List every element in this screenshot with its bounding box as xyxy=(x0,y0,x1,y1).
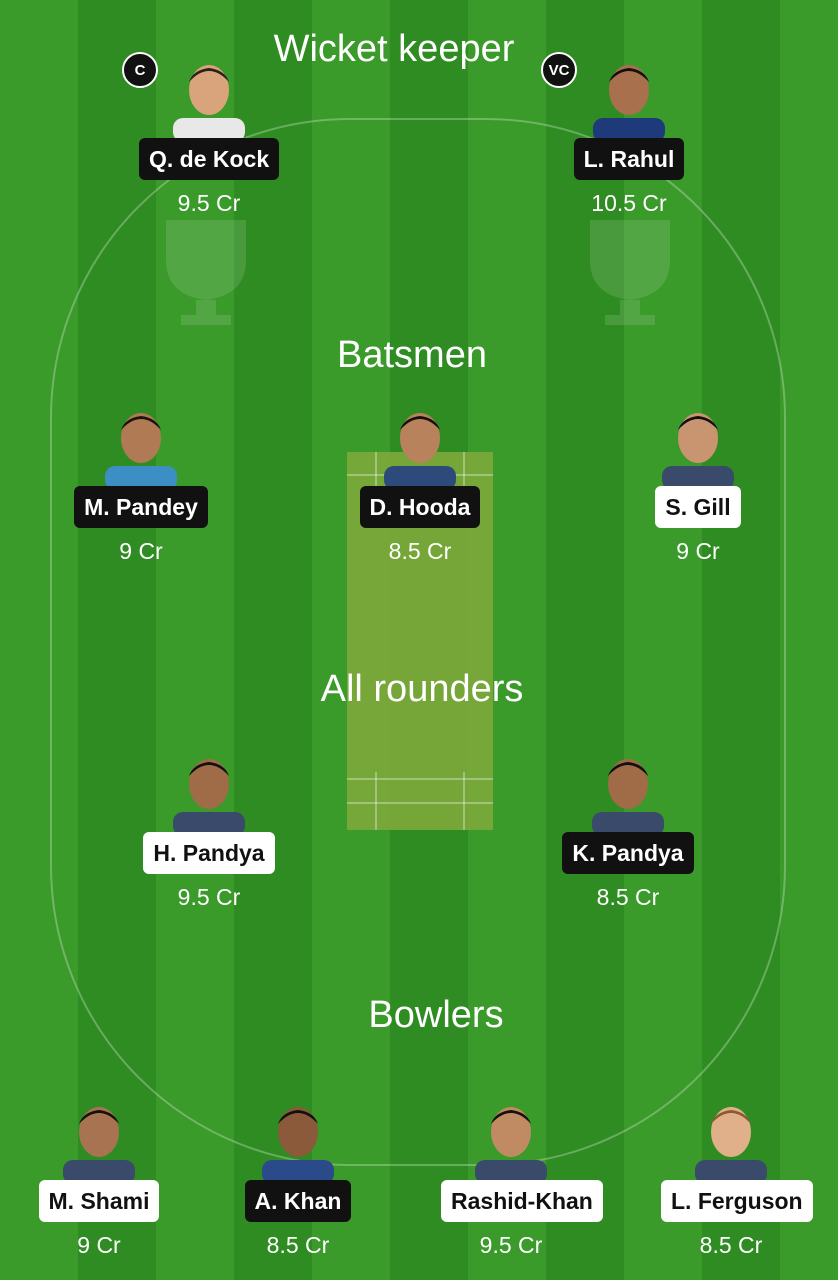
player-avatar xyxy=(588,750,668,836)
player-price: 10.5 Cr xyxy=(591,190,667,216)
player-price: 9.5 Cr xyxy=(177,190,241,216)
player-price: 9.5 Cr xyxy=(177,884,241,910)
captain-badge: C xyxy=(122,52,158,88)
player-card-bowl4[interactable]: L. Ferguson 8.5 Cr xyxy=(661,1098,813,1259)
player-card-ar2[interactable]: K. Pandya 8.5 Cr xyxy=(558,750,698,911)
player-photo-icon xyxy=(475,1107,547,1184)
player-name-tag: K. Pandya xyxy=(562,832,694,874)
player-card-bowl1[interactable]: M. Shami 9 Cr xyxy=(29,1098,169,1259)
player-avatar xyxy=(169,56,249,142)
boundary-oval xyxy=(50,118,786,1166)
player-price: 8.5 Cr xyxy=(596,884,660,910)
player-name-tag: A. Khan xyxy=(244,1180,352,1222)
player-card-wk1[interactable]: Q. de Kock 9.5 Cr xyxy=(139,56,280,217)
player-photo-icon xyxy=(262,1107,334,1184)
player-price: 8.5 Cr xyxy=(388,538,452,564)
player-card-ar1[interactable]: H. Pandya 9.5 Cr xyxy=(139,750,279,911)
player-card-wk2[interactable]: L. Rahul 10.5 Cr xyxy=(559,56,699,217)
player-avatar xyxy=(691,1098,771,1184)
player-name-tag: L. Rahul xyxy=(573,138,685,180)
player-avatar xyxy=(471,1098,551,1184)
player-name-tag: Rashid-Khan xyxy=(441,1180,603,1222)
player-avatar xyxy=(169,750,249,836)
player-name-tag: D. Hooda xyxy=(359,486,481,528)
player-price: 9 Cr xyxy=(119,538,163,564)
player-card-bowl2[interactable]: A. Khan 8.5 Cr xyxy=(228,1098,368,1259)
player-photo-icon xyxy=(662,413,734,490)
player-photo-icon xyxy=(592,759,664,836)
player-price: 8.5 Cr xyxy=(266,1232,330,1258)
player-photo-icon xyxy=(384,413,456,490)
player-photo-icon xyxy=(63,1107,135,1184)
player-avatar xyxy=(59,1098,139,1184)
player-photo-icon xyxy=(173,759,245,836)
player-avatar xyxy=(658,404,738,490)
player-name-tag: M. Pandey xyxy=(74,486,208,528)
player-price: 9 Cr xyxy=(676,538,720,564)
player-name-tag: M. Shami xyxy=(38,1180,160,1222)
player-photo-icon xyxy=(173,65,245,142)
player-avatar xyxy=(589,56,669,142)
player-price: 9.5 Cr xyxy=(479,1232,543,1258)
player-name-tag: H. Pandya xyxy=(143,832,275,874)
player-photo-icon xyxy=(105,413,177,490)
section-title-bowlers: Bowlers xyxy=(368,994,504,1036)
player-name-tag: L. Ferguson xyxy=(661,1180,813,1222)
player-name-tag: Q. de Kock xyxy=(139,138,280,180)
player-name-tag: S. Gill xyxy=(655,486,741,528)
section-title-wicket-keeper: Wicket keeper xyxy=(273,28,515,70)
trophy-watermark-icon xyxy=(590,220,670,325)
trophy-watermark-icon xyxy=(166,220,246,325)
player-price: 9 Cr xyxy=(77,1232,121,1258)
player-card-bat3[interactable]: S. Gill 9 Cr xyxy=(628,404,768,565)
section-title-batsmen: Batsmen xyxy=(337,334,487,376)
player-price: 8.5 Cr xyxy=(699,1232,763,1258)
player-card-bat2[interactable]: D. Hooda 8.5 Cr xyxy=(350,404,490,565)
player-card-bat1[interactable]: M. Pandey 9 Cr xyxy=(71,404,211,565)
vice-captain-badge: VC xyxy=(541,52,577,88)
player-card-bowl3[interactable]: Rashid-Khan 9.5 Cr xyxy=(441,1098,603,1259)
player-photo-icon xyxy=(695,1107,767,1184)
player-photo-icon xyxy=(593,65,665,142)
player-avatar xyxy=(258,1098,338,1184)
player-avatar xyxy=(380,404,460,490)
player-avatar xyxy=(101,404,181,490)
section-title-all-rounders: All rounders xyxy=(320,668,524,710)
